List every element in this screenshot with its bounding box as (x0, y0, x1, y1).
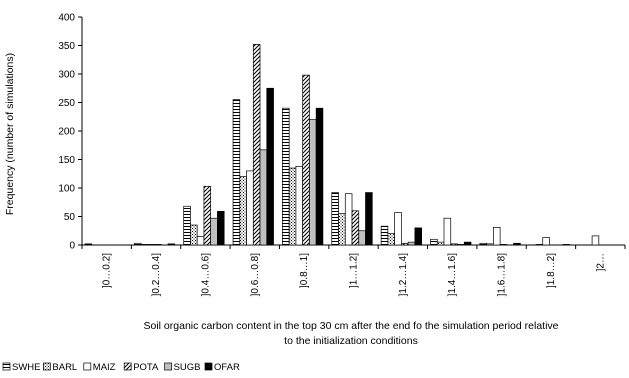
y-tick-label: 0 (69, 241, 75, 252)
bar-maiz (443, 217, 452, 246)
bar-barl (387, 233, 395, 246)
legend-label-ofar: OFAR (214, 362, 240, 373)
y-tick-label: 200 (58, 127, 75, 138)
bar-pota (154, 244, 162, 246)
legend-swatch-pota (123, 362, 132, 371)
y-tick-label: 300 (58, 70, 75, 81)
bar-pota (351, 210, 360, 246)
y-tick-label: 150 (58, 155, 75, 166)
bar-maiz (295, 165, 304, 246)
y-tick-label: 50 (64, 212, 76, 223)
bar-ofar (365, 192, 373, 246)
bar-ofar (414, 227, 422, 246)
legend-label-sugb: SUGB (174, 362, 201, 373)
y-axis-title: Frequency (number of simulations) (4, 53, 16, 215)
bar-maiz (344, 193, 353, 246)
legend-label-swhe: SWHE (12, 362, 41, 373)
bar-barl (338, 213, 346, 246)
bar-pota (302, 74, 310, 246)
bar-swhe (282, 107, 290, 246)
legend-label-maiz: MAIZ (93, 362, 116, 373)
bar-pota (499, 244, 508, 246)
bar-maiz (196, 236, 205, 246)
legend: SWHE BARL MAIZ POTA SUGB OFAR (2, 362, 240, 373)
legend-swatch-swhe (2, 362, 11, 371)
bar-swhe (380, 225, 389, 246)
x-tick-label: ]1.4…1.6] (447, 253, 458, 297)
bar-swhe (84, 243, 93, 246)
x-tick-label: ]0.2…0.4] (151, 253, 162, 297)
bar-sugb (457, 244, 465, 246)
legend-swatch-barl (43, 362, 51, 371)
bar-ofar (463, 241, 472, 246)
y-tick-label: 350 (58, 41, 75, 52)
bar-sugb (210, 217, 218, 246)
bar-maiz (542, 237, 550, 246)
bar-barl (140, 244, 149, 246)
x-tick-label: ]1.2…1.4] (398, 253, 409, 297)
bar-ofar (167, 243, 176, 246)
bar-ofar (266, 87, 274, 246)
bar-sugb (407, 241, 416, 246)
bar-barl (436, 241, 445, 246)
bar-swhe (183, 205, 191, 246)
bar-sugb (358, 230, 366, 246)
bar-ofar (562, 244, 571, 246)
bar-pota (450, 243, 458, 246)
bar-barl (190, 224, 198, 246)
legend-swatch-maiz (83, 362, 92, 371)
bar-swhe (430, 238, 438, 246)
bar-sugb (309, 119, 317, 246)
x-tick-label: ]0.4…0.6] (200, 253, 211, 297)
bar-barl (486, 243, 494, 246)
bar-maiz (493, 226, 501, 246)
x-tick-label: ]1.6…1.8] (497, 253, 508, 297)
legend-swatch-ofar (204, 362, 213, 371)
x-tick-label: ]1.8…2] (546, 253, 557, 288)
bar-swhe (479, 242, 487, 246)
bar-swhe (331, 192, 339, 246)
x-tick-label: ]0.8…1] (299, 253, 310, 288)
bar-pota (252, 44, 261, 246)
y-tick-label: 250 (58, 98, 75, 109)
bar-ofar (513, 242, 521, 246)
bar-maiz (591, 235, 600, 246)
bar-swhe (133, 242, 142, 246)
bar-pota (203, 185, 212, 246)
legend-label-barl: BARL (52, 362, 77, 373)
y-tick-label: 100 (58, 184, 75, 195)
y-tick-label: 400 (58, 13, 75, 24)
x-axis-title-line-2: to the initialization conditions (284, 335, 418, 347)
bar-ofar (217, 211, 225, 246)
bar-swhe (232, 99, 241, 246)
bar-maiz (246, 170, 254, 246)
bar-pota (401, 242, 409, 246)
x-tick-label: ]2… (595, 253, 606, 271)
x-axis-title-line-1: Soil organic carbon content in the top 3… (144, 320, 559, 332)
bar-barl (288, 167, 297, 246)
x-tick-label: ]1…1.2] (349, 253, 360, 288)
plot-area: 0 50 100 150 200 250 300 350 400 ]0…0.2] ]0.2…0.4]… (58, 13, 626, 297)
bar-barl (239, 176, 247, 246)
legend-swatch-sugb (164, 362, 172, 371)
legend-label-pota: POTA (133, 362, 159, 373)
bar-barl (535, 244, 544, 246)
x-tick-label: ]0…0.2] (102, 253, 113, 288)
bar-sugb (259, 149, 268, 246)
bar-maiz (147, 244, 155, 246)
bar-ofar (315, 107, 324, 246)
bar-maiz (394, 212, 402, 246)
x-tick-label: ]0.6…0.8] (250, 253, 261, 297)
